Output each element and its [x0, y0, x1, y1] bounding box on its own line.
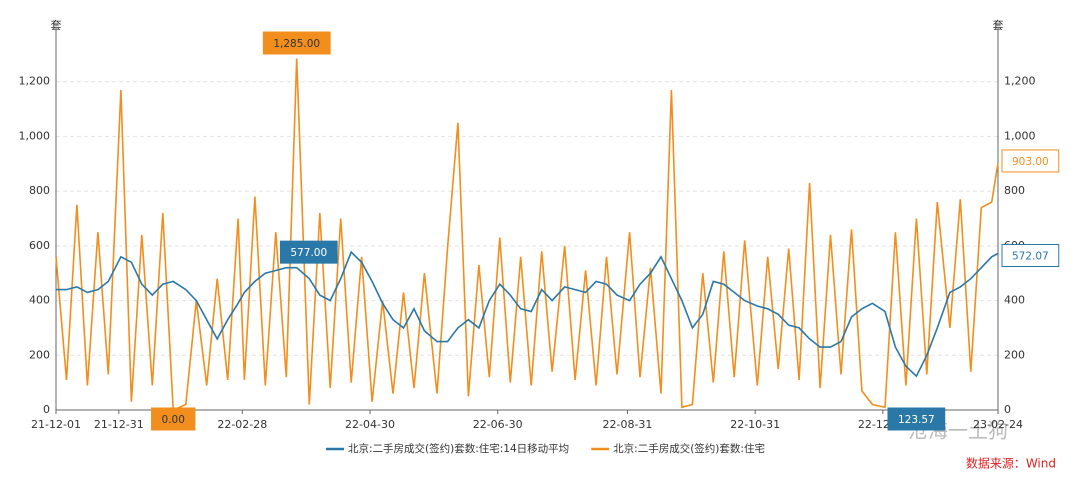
annotation-label: 0.00 — [162, 414, 185, 426]
x-tick-label: 22-10-31 — [730, 418, 780, 431]
y-tick-label: 0 — [43, 403, 50, 416]
x-tick-label: 21-12-31 — [94, 418, 144, 431]
y2-axis-label: 套 — [993, 19, 1004, 32]
series-line — [56, 250, 999, 378]
y2-tick-label: 1,000 — [1004, 129, 1036, 142]
x-tick-label: 22-04-30 — [345, 418, 395, 431]
annotation-box — [262, 31, 331, 55]
y-tick-label: 600 — [29, 239, 50, 252]
x-tick-label: 22-02-28 — [217, 418, 267, 431]
annotation: 577.00 — [279, 240, 338, 264]
y-axis-label: 套 — [51, 19, 62, 32]
y-tick-label: 200 — [29, 348, 50, 361]
annotation-label: 903.00 — [1012, 156, 1049, 168]
annotation: 0.00 — [151, 407, 196, 431]
annotation: 123.57 — [887, 407, 946, 431]
y-tick-label: 800 — [29, 184, 50, 197]
y2-tick-label: 400 — [1004, 294, 1025, 307]
annotation: 1,285.00 — [262, 31, 331, 55]
annotation: 572.07 — [1001, 243, 1060, 267]
series-line — [55, 58, 999, 412]
annotation-box — [1001, 149, 1060, 173]
annotation: 903.00 — [1001, 149, 1060, 173]
y2-tick-label: 1,200 — [1004, 75, 1036, 88]
legend-label: 北京:二手房成交(签约)套数:住宅:14日移动平均 — [348, 442, 569, 455]
annotation-label: 572.07 — [1012, 250, 1049, 262]
y2-tick-label: 200 — [1004, 348, 1025, 361]
y-tick-label: 400 — [29, 294, 50, 307]
annotation-label: 1,285.00 — [273, 38, 320, 50]
annotation-box — [887, 407, 946, 431]
y-tick-label: 1,200 — [19, 75, 51, 88]
annotation-box — [1001, 243, 1060, 267]
source: 数据来源：Wind — [966, 456, 1056, 471]
annotation-box — [151, 407, 196, 431]
annotation-label: 123.57 — [898, 414, 935, 426]
y2-tick-label: 800 — [1004, 184, 1025, 197]
y-tick-label: 1,000 — [19, 129, 51, 142]
x-tick-label: 22-06-30 — [473, 418, 523, 431]
x-tick-label: 21-12-01 — [31, 418, 81, 431]
annotation-label: 577.00 — [290, 247, 327, 259]
x-tick-label: 23-02-24 — [973, 418, 1023, 431]
y2-tick-label: 0 — [1004, 403, 1011, 416]
x-tick-label: 22-08-31 — [603, 418, 653, 431]
annotation-box — [279, 240, 338, 264]
legend-label: 北京:二手房成交(签约)套数:住宅 — [613, 442, 765, 455]
